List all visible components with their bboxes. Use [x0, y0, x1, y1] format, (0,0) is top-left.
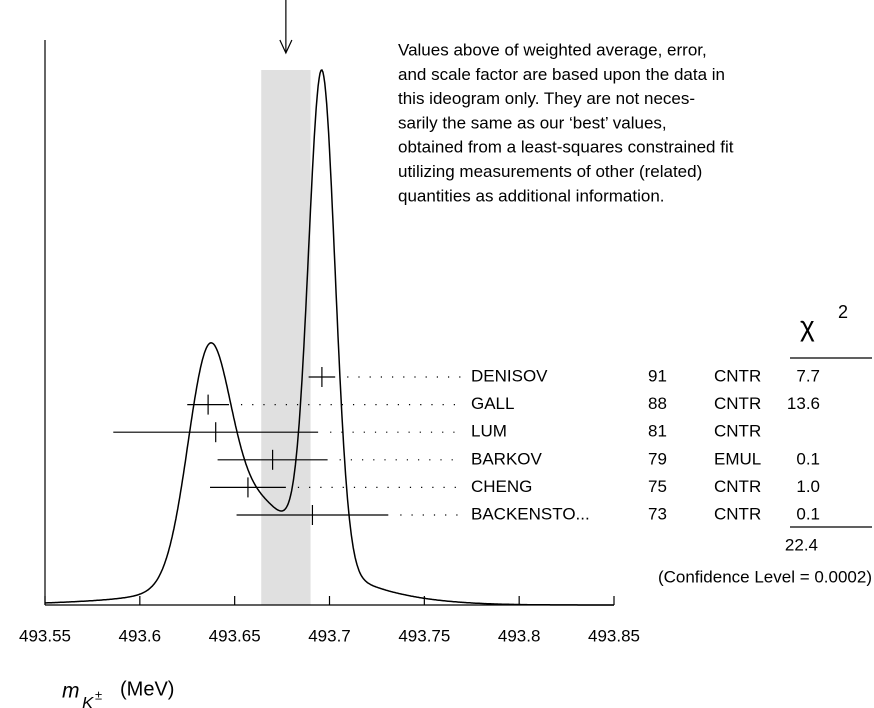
experiment-year: 73: [648, 504, 667, 523]
experiment-technique: CNTR: [714, 422, 761, 441]
experiment-technique: CNTR: [714, 477, 761, 496]
x-label-unit: (MeV): [120, 678, 174, 700]
x-tick-label: 493.7: [308, 626, 351, 645]
x-label-subscript: K: [82, 693, 94, 708]
note-line: obtained from a least-squares constraine…: [398, 138, 734, 157]
note-line: this ideogram only. They are not neces-: [398, 89, 695, 108]
chi2-value: 0.1: [796, 504, 820, 523]
x-tick-label: 493.65: [209, 626, 261, 645]
experiment-name: BARKOV: [471, 449, 543, 468]
experiment-name: CHENG: [471, 477, 532, 496]
x-label-sub-superscript: ±: [95, 687, 102, 702]
x-tick-label: 493.55: [19, 626, 71, 645]
chi2-value: 0.1: [796, 449, 820, 468]
experiment-technique: EMUL: [714, 449, 761, 468]
average-arrowhead: [279, 39, 293, 55]
chi2-header-symbol: χ: [800, 310, 815, 341]
experiment-name: DENISOV: [471, 366, 548, 385]
x-tick-label: 493.75: [398, 626, 450, 645]
experiment-year: 91: [648, 366, 667, 385]
note-line: Values above of weighted average, error,: [398, 40, 707, 59]
confidence-level: (Confidence Level = 0.0002): [658, 567, 872, 586]
experiment-name: LUM: [471, 422, 507, 441]
chi2-total: 22.4: [785, 535, 818, 554]
experiment-technique: CNTR: [714, 366, 761, 385]
note-line: sarily the same as our ‘best’ values,: [398, 113, 667, 132]
x-tick-label: 493.6: [119, 626, 162, 645]
x-tick-label: 493.8: [498, 626, 541, 645]
experiment-technique: CNTR: [714, 504, 761, 523]
experiment-year: 75: [648, 477, 667, 496]
note-line: quantities as additional information.: [398, 186, 665, 205]
experiment-technique: CNTR: [714, 394, 761, 413]
note-line: and scale factor are based upon the data…: [398, 65, 725, 84]
experiment-year: 81: [648, 422, 667, 441]
experiment-name: GALL: [471, 394, 514, 413]
chi2-value: 1.0: [796, 477, 820, 496]
chi2-value: 13.6: [787, 394, 820, 413]
x-label-symbol: m: [62, 680, 80, 703]
experiment-year: 88: [648, 394, 667, 413]
ideogram-curve: [45, 69, 614, 606]
chi2-header-exponent: 2: [838, 302, 848, 322]
note-line: utilizing measurements of other (related…: [398, 162, 702, 181]
experiment-name: BACKENSTO...: [471, 504, 590, 523]
average-band: [261, 70, 311, 605]
x-tick-label: 493.85: [588, 626, 640, 645]
experiment-year: 79: [648, 449, 667, 468]
chi2-value: 7.7: [796, 366, 820, 385]
